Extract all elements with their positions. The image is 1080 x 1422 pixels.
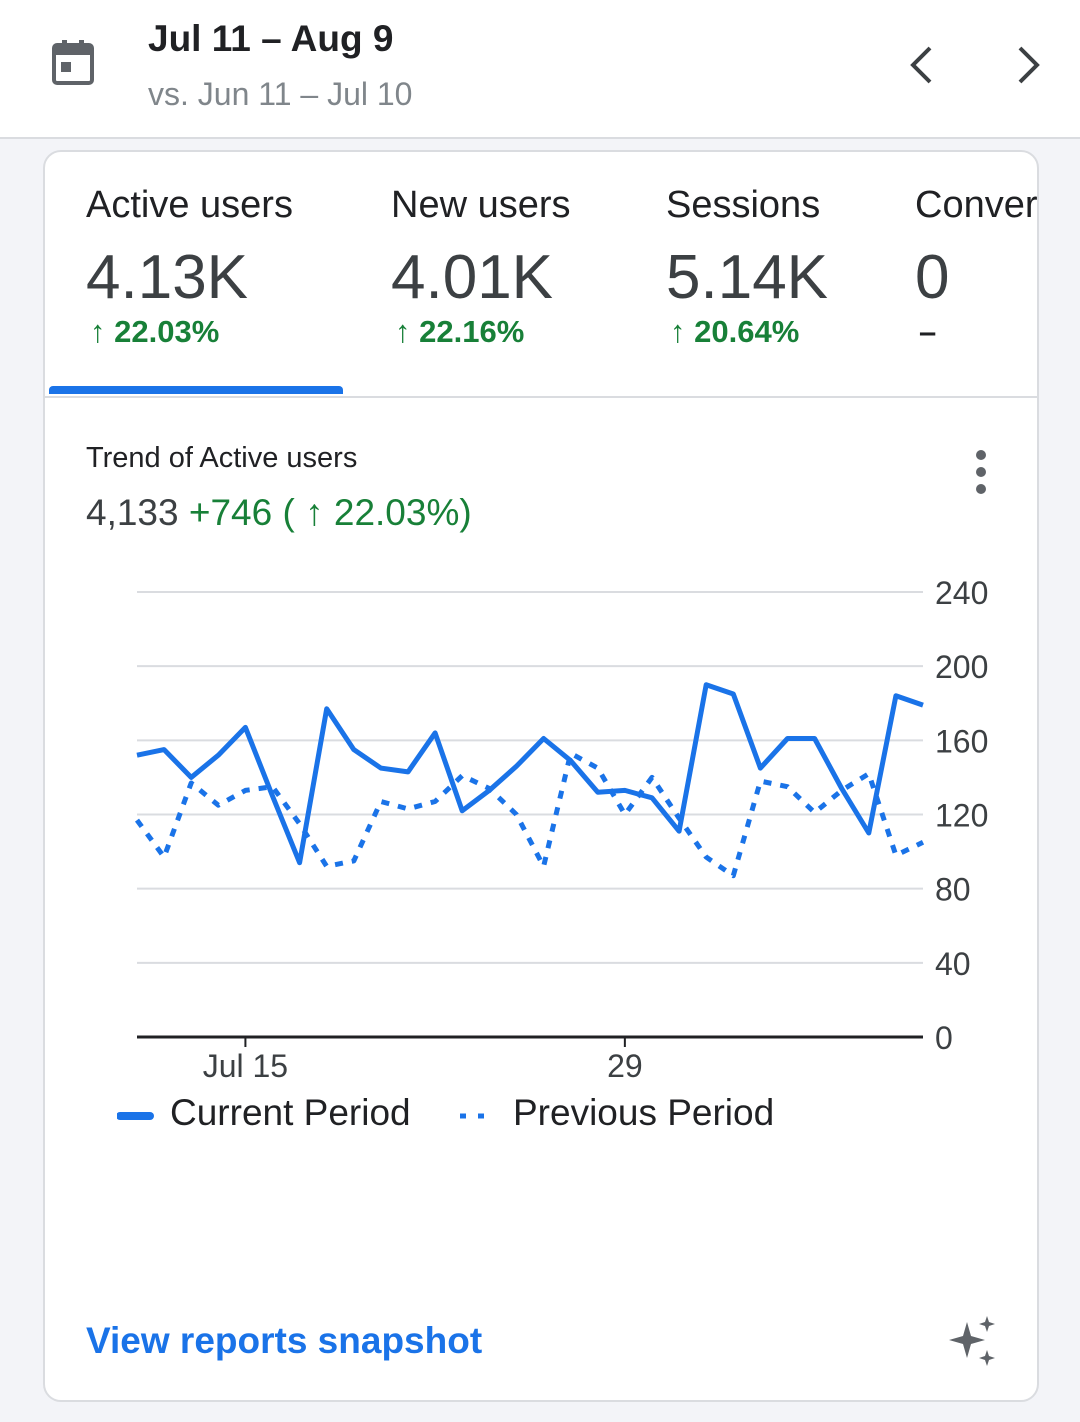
y-tick-label: 240 [935, 575, 988, 611]
chevron-right-icon[interactable] [1004, 40, 1054, 90]
trend-total: 4,133 [86, 492, 179, 533]
calendar-icon[interactable] [52, 40, 94, 86]
x-tick-label: Jul 15 [203, 1048, 288, 1084]
metric-change: – [919, 314, 937, 349]
metric-value: 4.01K [391, 243, 554, 312]
trend-title: Trend of Active users [86, 442, 358, 474]
y-tick-label: 80 [935, 872, 971, 908]
metric-label: Conver [915, 184, 1038, 226]
metric-value: 4.13K [86, 243, 249, 312]
legend-label: Previous Period [513, 1092, 775, 1133]
view-reports-snapshot-link[interactable]: View reports snapshot [86, 1320, 483, 1361]
active-users-line-chart: 240 200 160 120 80 40 0 Jul 15 29 [134, 575, 988, 1084]
tab-sessions[interactable]: Sessions 5.14K ↑ 20.64% [666, 152, 896, 396]
legend-label: Current Period [170, 1092, 411, 1133]
x-tick-label: 29 [607, 1048, 643, 1084]
date-range-header: Jul 11 – Aug 9 vs. Jun 11 – Jul 10 [0, 0, 1080, 139]
tab-active-users[interactable]: Active users 4.13K ↑ 22.03% [86, 152, 376, 396]
tab-conversions[interactable]: Conver 0 – [915, 152, 1038, 396]
y-tick-label: 200 [935, 649, 988, 685]
metric-label: New users [391, 184, 571, 226]
selected-tab-indicator [49, 386, 343, 394]
tab-new-users[interactable]: New users 4.01K ↑ 22.16% [391, 152, 641, 396]
y-tick-label: 120 [935, 798, 988, 834]
chart-legend: Current Period Previous Period [115, 1092, 995, 1142]
metric-label: Sessions [666, 184, 821, 226]
y-tick-label: 40 [935, 946, 971, 982]
metric-value: 5.14K [666, 243, 829, 312]
legend-previous-period[interactable]: Previous Period [457, 1092, 857, 1142]
sparkle-icon[interactable] [945, 1314, 999, 1368]
y-tick-label: 160 [935, 723, 988, 759]
chevron-left-icon[interactable] [898, 40, 948, 90]
trend-delta: +746 ( ↑ 22.03%) [188, 492, 472, 533]
metric-value: 0 [915, 243, 950, 312]
more-vert-icon[interactable] [963, 447, 999, 497]
metric-label: Active users [86, 184, 293, 226]
solid-line-swatch [117, 1112, 154, 1120]
trend-summary: 4,133 +746 ( ↑ 22.03%) [86, 492, 472, 534]
metric-change: ↑ 22.03% [90, 314, 220, 349]
metric-tabs: Active users 4.13K ↑ 22.03% New users 4.… [45, 152, 1037, 398]
overview-card: Active users 4.13K ↑ 22.03% New users 4.… [43, 150, 1039, 1402]
previous-period-line[interactable] [134, 750, 925, 879]
comparison-range-label: vs. Jun 11 – Jul 10 [148, 76, 413, 112]
metric-change: ↑ 20.64% [670, 314, 800, 349]
legend-current-period[interactable]: Current Period [115, 1092, 435, 1142]
current-period-line[interactable] [136, 682, 924, 866]
date-range-label[interactable]: Jul 11 – Aug 9 [148, 18, 394, 59]
metric-change: ↑ 22.16% [395, 314, 525, 349]
dotted-line-swatch [460, 1113, 490, 1119]
y-tick-label: 0 [935, 1020, 953, 1056]
